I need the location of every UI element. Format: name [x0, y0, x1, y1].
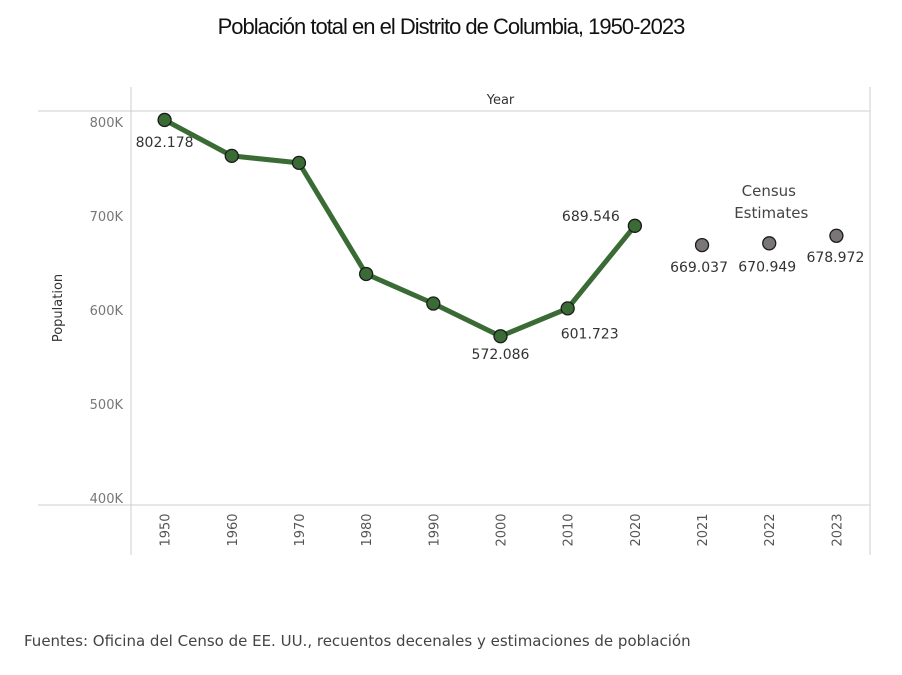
data-label-2022: 670.949	[738, 259, 796, 275]
y-tick-label: 500K	[90, 398, 124, 413]
x-tick-label: 2020	[629, 513, 644, 546]
chart-title: Población total en el Distrito de Columb…	[217, 14, 686, 39]
census-point-1950	[157, 112, 172, 128]
x-tick-label: 1960	[226, 513, 241, 546]
data-label-2010: 601.723	[561, 326, 619, 342]
x-tick-label: 2010	[562, 513, 577, 546]
census-estimates-annotation: Census Estimates	[734, 182, 808, 222]
header-year-label: Year	[486, 93, 515, 108]
census-point-1970	[291, 155, 307, 171]
census-point-2020	[627, 218, 643, 233]
y-tick-label: 400K	[90, 492, 124, 507]
chart-frame	[38, 87, 871, 555]
y-tick-label: 700K	[90, 210, 124, 225]
data-label-2021: 669.037	[670, 260, 728, 276]
census-point-1960	[224, 148, 239, 164]
x-tick-label: 1970	[293, 513, 308, 546]
data-label-2020: 689.546	[562, 209, 620, 225]
y-axis-label: Population	[51, 274, 66, 342]
data-points	[157, 112, 844, 344]
census-point-1990	[426, 296, 441, 311]
data-label-2023: 678.972	[806, 250, 864, 266]
data-label-1950: 802.178	[136, 135, 194, 151]
y-tick-label: 800K	[90, 116, 124, 131]
census-point-1980	[358, 266, 374, 282]
x-tick-label: 1990	[427, 513, 442, 546]
census-point-2000	[493, 329, 508, 344]
annotation-line-1: Census	[742, 182, 797, 200]
source-footer: Fuentes: Oficina del Censo de EE. UU., r…	[24, 632, 691, 650]
x-tick-label: 2021	[696, 513, 711, 546]
census-point-2010	[560, 301, 575, 316]
series-lines	[163, 117, 637, 339]
estimate-point-2022	[762, 236, 777, 251]
y-axis: 800K 700K 600K 500K 400K	[90, 116, 124, 507]
data-label-2000: 572.086	[472, 347, 530, 363]
x-tick-label: 2022	[763, 513, 778, 546]
data-labels: 802.178 572.086 601.723 689.546 669.037 670.9…	[136, 135, 865, 363]
estimate-point-2023	[829, 228, 844, 243]
x-tick-label: 1980	[360, 513, 375, 546]
y-tick-label: 600K	[90, 304, 124, 319]
annotation-line-2: Estimates	[734, 204, 808, 222]
x-tick-label: 2000	[495, 513, 510, 546]
census-series-line	[163, 117, 637, 339]
x-axis: 1950 1960 1970 1980 1990 2000 2010 2020 2021 2022…	[159, 513, 846, 546]
x-tick-label: 2023	[830, 513, 845, 546]
x-tick-label: 1950	[159, 513, 174, 546]
estimate-point-2021	[694, 237, 710, 253]
